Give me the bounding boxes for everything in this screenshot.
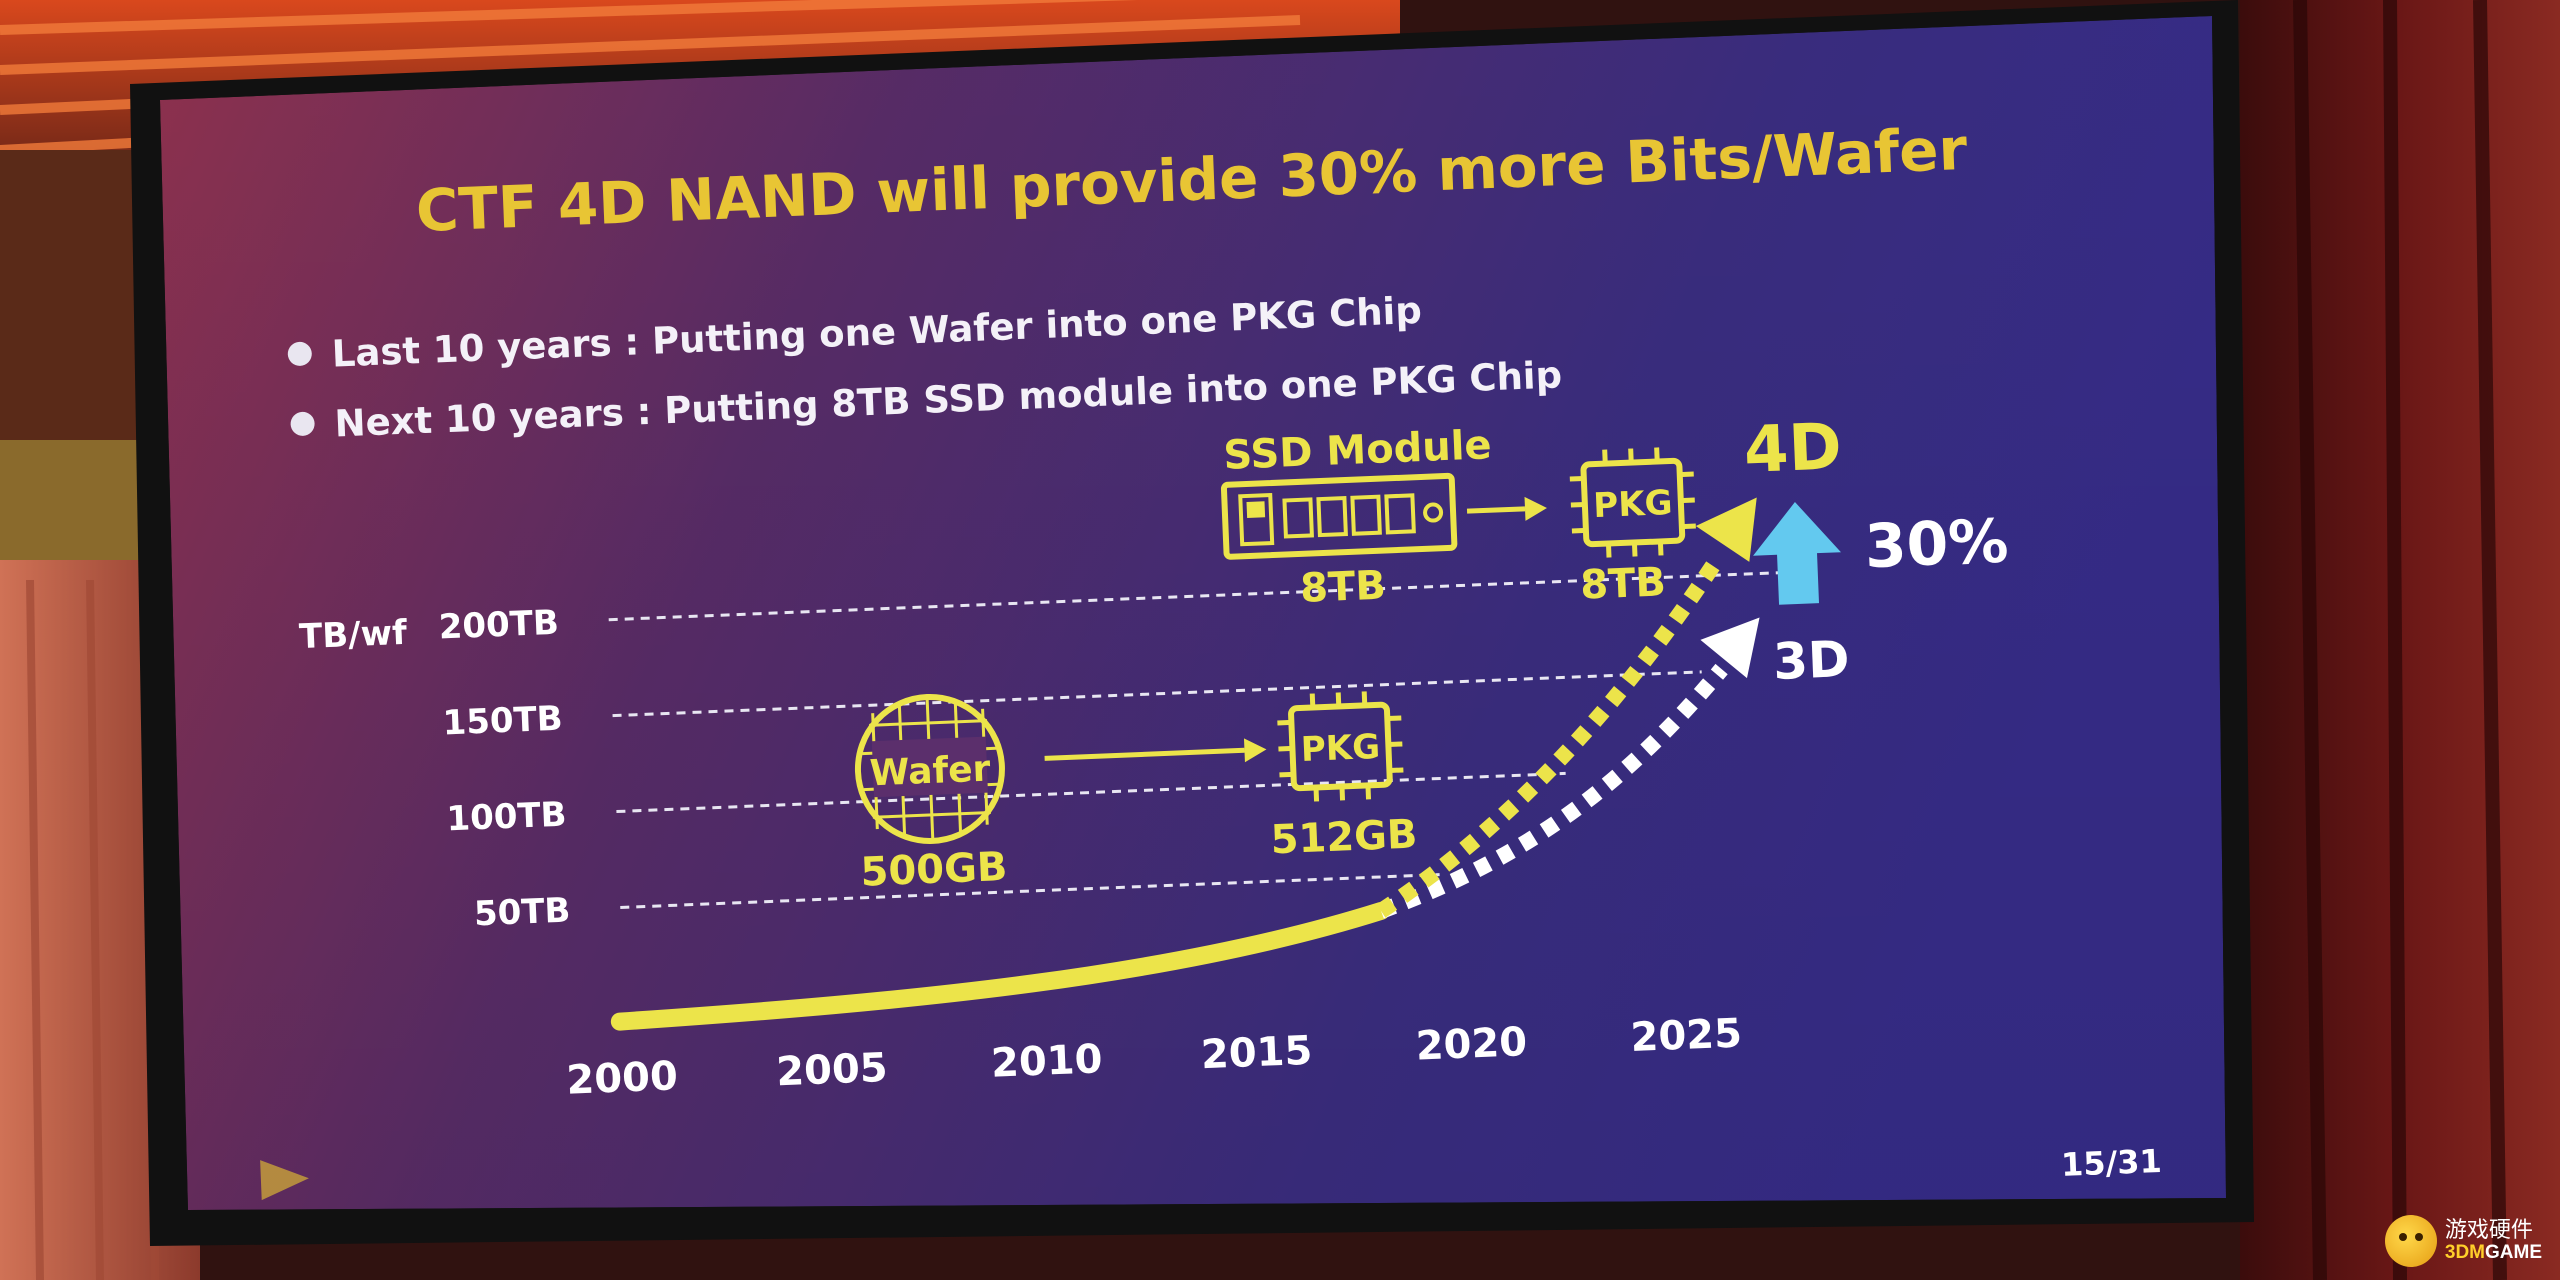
gridlines [608,570,1788,909]
x-tick-2015: 2015 [1200,1028,1313,1078]
x-tick-2000: 2000 [566,1053,679,1103]
sk-hynix-logo-icon [260,1160,309,1201]
pkg-8tb-capacity: 8TB [1579,559,1666,608]
pkg-512-capacity: 512GB [1270,811,1419,863]
arrow-wafer-to-pkg [1044,747,1245,761]
x-tick-2005: 2005 [775,1045,888,1095]
wafer-capacity: 500GB [860,844,1009,896]
x-tick-2025: 2025 [1630,1011,1743,1061]
x-tick-2010: 2010 [990,1036,1103,1086]
bullet-dot [287,341,312,366]
y-tick-100: 100TB [446,795,568,840]
pkg-chip-8tb-icon [1569,447,1696,558]
bullet-dot [290,411,315,436]
watermark-en-suffix: GAME [2485,1241,2542,1263]
y-tick-150: 150TB [442,699,564,744]
y-tick-50: 50TB [473,891,571,935]
watermark: 游戏硬件 3DMGAME [2384,1212,2542,1270]
watermark-cn: 游戏硬件 [2444,1218,2533,1244]
pkg-512-label: PKG [1300,727,1381,770]
label-4d: 4D [1743,410,1844,488]
arrow-ssd-to-pkg [1466,506,1526,514]
growth-curve-solid [610,901,1391,1031]
curve-3d-dotted [1378,663,1728,919]
increase-label: 30% [1863,507,2009,583]
pkg-8tb-label: PKG [1593,483,1674,526]
arrowhead-4d [1695,497,1757,562]
ssd-module-label: SSD Module [1223,422,1493,479]
y-tick-200: 200TB [438,603,560,648]
watermark-en-prefix: 3DM [2444,1241,2485,1263]
up-arrow-icon [1753,502,1841,605]
logo-text: hynix [314,1207,408,1251]
ssd-module-capacity: 8TB [1299,563,1386,612]
arrowhead-3d [1700,617,1760,679]
label-3d: 3D [1772,630,1851,691]
curve-4d-dotted [1376,554,1724,918]
ssd-module-icon [1220,472,1458,560]
mascot-icon [2384,1215,2437,1267]
watermark-en: 3DMGAME [2444,1241,2542,1263]
wafer-label: Wafer [869,749,991,795]
slide: CTF 4D NAND will provide 30% more Bits/W… [160,16,2226,1251]
y-axis-unit: TB/wf [298,613,408,657]
page-number: 15/31 [2060,1142,2162,1184]
pkg-chip-512-icon [1277,691,1404,802]
right-curtain [2240,0,2560,1280]
x-tick-2020: 2020 [1415,1019,1528,1069]
arrowhead-right-icon [1524,496,1547,521]
wafer-icon [854,693,1005,844]
arrowhead-right-icon [1243,738,1267,763]
